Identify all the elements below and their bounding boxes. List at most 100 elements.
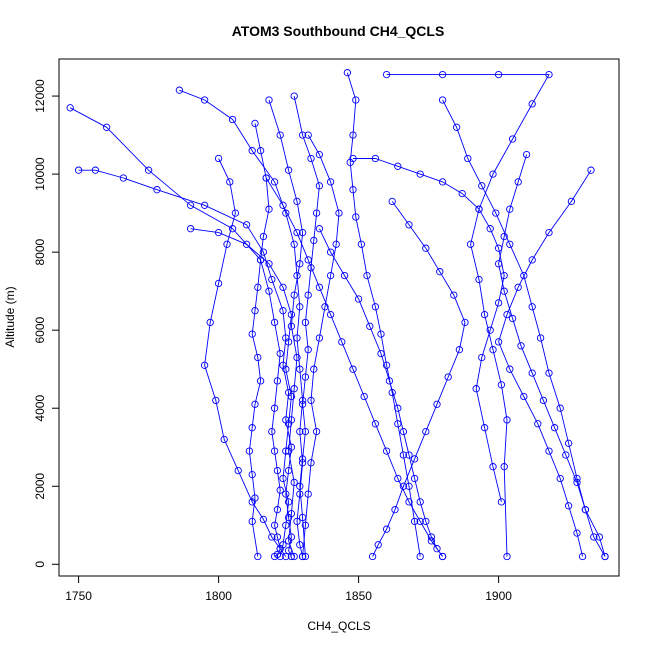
data-point xyxy=(293,228,301,237)
data-point xyxy=(475,205,483,213)
data-point xyxy=(248,470,256,479)
series-2 xyxy=(74,166,296,561)
data-point xyxy=(564,439,573,447)
series-3 xyxy=(175,86,307,561)
data-point xyxy=(514,283,522,291)
data-point xyxy=(270,521,279,529)
data-point xyxy=(242,221,251,229)
data-point xyxy=(273,377,282,385)
data-point xyxy=(349,186,357,194)
data-point xyxy=(556,474,564,483)
series-line xyxy=(372,201,466,557)
data-point xyxy=(214,228,223,237)
data-point xyxy=(520,392,528,401)
data-point xyxy=(332,240,340,248)
data-point xyxy=(251,119,259,128)
data-point xyxy=(270,447,279,455)
data-point xyxy=(293,353,301,362)
series-5 xyxy=(245,119,273,561)
y-tick-label: 6000 xyxy=(33,317,47,344)
series-line xyxy=(318,228,443,557)
data-point xyxy=(528,369,536,377)
data-point xyxy=(506,240,514,248)
data-point xyxy=(326,310,335,319)
data-point xyxy=(595,533,604,541)
data-point xyxy=(214,154,223,163)
data-point xyxy=(522,150,531,159)
series-line xyxy=(353,158,505,503)
series-12 xyxy=(494,150,609,561)
data-point xyxy=(517,342,525,350)
data-point xyxy=(601,552,609,561)
data-layer xyxy=(66,69,609,561)
data-point xyxy=(259,515,268,524)
data-point xyxy=(301,373,310,381)
data-point xyxy=(352,213,360,221)
data-point xyxy=(545,369,553,377)
data-point xyxy=(265,260,273,268)
series-1 xyxy=(66,104,284,561)
data-point xyxy=(284,498,293,506)
data-point xyxy=(534,420,542,428)
data-point xyxy=(377,330,385,338)
y-axis: 0 2000 4000 6000 8000 10000 12000 xyxy=(33,79,60,568)
data-point xyxy=(335,209,343,217)
data-point xyxy=(416,552,424,561)
series-line xyxy=(179,89,304,557)
data-point xyxy=(422,244,430,252)
data-point xyxy=(433,400,441,408)
data-point xyxy=(494,338,503,346)
data-point xyxy=(464,154,472,163)
data-point xyxy=(458,189,466,198)
data-point xyxy=(282,521,290,529)
data-point xyxy=(276,349,284,358)
data-point xyxy=(268,533,276,541)
data-point xyxy=(315,182,324,190)
series-line xyxy=(498,169,592,557)
data-point xyxy=(394,162,402,170)
data-point xyxy=(475,275,483,284)
data-point xyxy=(388,197,396,206)
data-point xyxy=(270,178,279,186)
data-point xyxy=(200,361,209,369)
data-point xyxy=(545,447,553,455)
data-point xyxy=(455,346,464,354)
series-line xyxy=(302,134,340,557)
data-point xyxy=(251,400,259,408)
data-point xyxy=(416,170,424,178)
data-point xyxy=(259,248,268,256)
data-point xyxy=(492,209,500,217)
data-point xyxy=(399,451,408,459)
data-point xyxy=(273,466,282,475)
data-point xyxy=(223,240,231,248)
data-point xyxy=(293,517,301,526)
data-point xyxy=(284,537,293,545)
data-point xyxy=(410,455,419,463)
data-point xyxy=(587,166,595,174)
data-point xyxy=(422,427,430,436)
series-9 xyxy=(382,70,553,561)
data-point xyxy=(486,326,494,334)
data-point xyxy=(276,486,284,494)
data-point xyxy=(284,166,293,174)
data-point xyxy=(248,147,256,155)
data-point xyxy=(478,182,486,190)
data-point xyxy=(363,271,371,280)
data-point xyxy=(273,533,282,541)
data-point xyxy=(276,131,284,139)
data-point xyxy=(248,424,256,432)
series-8 xyxy=(343,69,424,561)
data-point xyxy=(268,427,276,436)
data-point xyxy=(206,318,214,327)
data-point xyxy=(349,131,357,139)
data-point xyxy=(382,525,391,533)
series-line xyxy=(386,74,550,557)
x-tick-label: 1850 xyxy=(345,589,372,603)
data-point xyxy=(315,225,324,233)
data-point xyxy=(545,228,553,237)
data-point xyxy=(436,268,444,276)
series-line xyxy=(293,96,320,557)
y-tick-label: 8000 xyxy=(33,238,47,265)
data-point xyxy=(366,322,374,330)
data-point xyxy=(539,396,548,405)
